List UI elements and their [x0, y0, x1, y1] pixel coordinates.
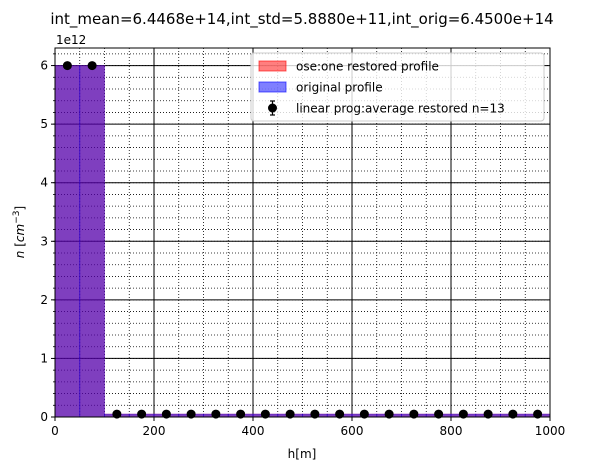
data-point — [87, 61, 97, 71]
data-point — [310, 409, 320, 419]
legend-swatch — [258, 60, 287, 72]
legend-label: linear prog:average restored n=13 — [296, 102, 505, 116]
data-point — [359, 409, 369, 419]
data-point — [533, 409, 543, 419]
data-point — [384, 409, 394, 419]
data-point — [186, 409, 196, 419]
y-offset-text: 1e12 — [56, 33, 86, 47]
chart-title: int_mean=6.4468e+14,int_std=5.8880e+11,i… — [50, 10, 553, 29]
x-tick-label: 800 — [440, 424, 463, 438]
bar — [79, 65, 105, 418]
data-point — [458, 409, 468, 419]
bar — [54, 65, 81, 418]
legend-label: ose:one restored profile — [296, 60, 439, 74]
x-axis-label: h[m] — [288, 447, 317, 461]
y-tick-label: 2 — [40, 293, 48, 307]
legend-swatch — [258, 81, 287, 93]
points-layer — [62, 61, 543, 419]
data-point — [483, 409, 493, 419]
plot-frame — [54, 47, 551, 418]
data-point — [508, 409, 518, 419]
x-tick-label: 400 — [242, 424, 265, 438]
data-point — [236, 409, 246, 419]
x-tick-label: 200 — [143, 424, 166, 438]
y-tick-label: 4 — [40, 176, 48, 190]
y-tick-label: 6 — [40, 59, 48, 73]
y-tick-label: 5 — [40, 117, 48, 131]
data-point — [434, 409, 444, 419]
y-axis: 0 1 2 3 4 5 6 — [40, 53, 55, 424]
data-point — [260, 409, 270, 419]
data-point — [335, 409, 345, 419]
data-point — [137, 409, 147, 419]
y-tick-label: 3 — [40, 234, 48, 248]
x-tick-label: 600 — [341, 424, 364, 438]
x-tick-label: 1000 — [535, 424, 566, 438]
data-point — [62, 61, 72, 71]
x-tick-label: 0 — [51, 424, 59, 438]
y-tick-label: 0 — [40, 410, 48, 424]
legend-label: original profile — [296, 81, 383, 95]
data-point — [409, 409, 419, 419]
x-axis: 0 200 400 600 800 1000 — [51, 417, 565, 438]
y-axis-label: n [cm−3] — [12, 206, 27, 258]
legend-marker — [268, 103, 277, 113]
data-point — [285, 409, 295, 419]
data-point — [112, 409, 122, 419]
data-point — [211, 409, 221, 419]
data-point — [161, 409, 171, 419]
legend-box — [250, 52, 545, 122]
legend: ose:one restored profile original profile… — [250, 52, 545, 122]
y-tick-label: 1 — [40, 351, 48, 365]
